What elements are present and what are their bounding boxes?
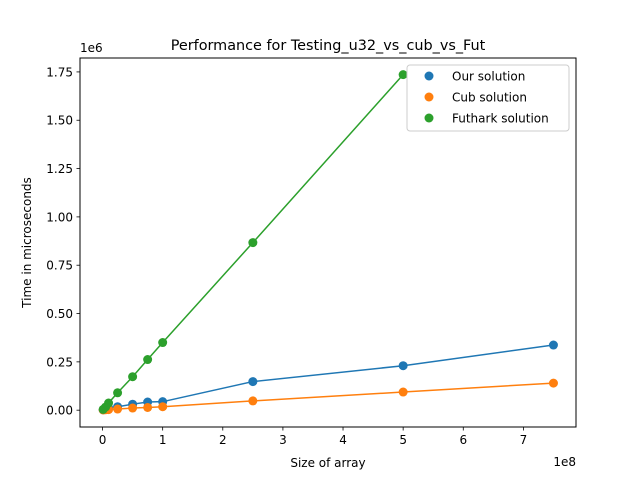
data-point-2-8 — [398, 70, 408, 80]
y-tick-label-6: 1.50 — [46, 114, 73, 128]
legend-label-1: Cub solution — [452, 91, 527, 105]
x-tick-label-2: 2 — [219, 433, 227, 447]
data-point-1-6 — [158, 402, 168, 412]
x-tick-label-4: 4 — [339, 433, 347, 447]
data-point-2-3 — [113, 388, 123, 398]
x-tick-label-3: 3 — [279, 433, 287, 447]
x-tick-label-5: 5 — [399, 433, 407, 447]
y-tick-label-0: 0.00 — [46, 404, 73, 418]
y-tick-label-4: 1.00 — [46, 210, 73, 224]
legend-label-0: Our solution — [452, 70, 525, 84]
x-tick-label-6: 6 — [459, 433, 467, 447]
y-axis-multiplier: 1e6 — [80, 41, 103, 55]
data-point-1-3 — [113, 404, 123, 414]
data-point-2-6 — [158, 338, 168, 348]
data-point-2-4 — [128, 372, 138, 382]
y-tick-label-2: 0.50 — [46, 307, 73, 321]
data-point-1-8 — [398, 387, 408, 397]
legend: Our solution Cub solution Futhark solution — [406, 64, 570, 132]
y-tick-label-7: 1.75 — [46, 65, 73, 79]
data-point-1-9 — [548, 378, 558, 388]
data-point-0-7 — [248, 377, 258, 387]
data-point-0-8 — [398, 361, 408, 371]
y-axis-label: Time in microseconds — [20, 177, 34, 309]
x-tick-label-1: 1 — [159, 433, 167, 447]
legend-box — [406, 64, 570, 132]
data-point-2-7 — [248, 238, 258, 248]
data-point-2-2 — [104, 398, 114, 408]
x-tick-label-0: 0 — [99, 433, 107, 447]
legend-label-2: Futhark solution — [452, 112, 549, 126]
plot-frame — [79, 57, 577, 428]
data-point-1-4 — [128, 403, 138, 413]
x-axis: 0 1 2 3 4 5 6 7 — [99, 427, 527, 447]
y-tick-label-3: 0.75 — [46, 259, 73, 273]
y-axis: 0.00 0.25 0.50 0.75 1.00 1.25 1.50 1.75 — [46, 65, 80, 418]
legend-marker-2 — [424, 113, 434, 123]
y-tick-label-5: 1.25 — [46, 162, 73, 176]
data-point-1-5 — [143, 402, 153, 412]
x-tick-label-7: 7 — [520, 433, 528, 447]
x-axis-label: Size of array — [290, 456, 365, 470]
legend-marker-0 — [424, 71, 434, 81]
data-point-2-5 — [143, 355, 153, 365]
y-tick-label-1: 0.25 — [46, 355, 73, 369]
x-axis-multiplier: 1e8 — [553, 455, 576, 469]
data-point-1-7 — [248, 396, 258, 406]
data-point-0-9 — [548, 340, 558, 350]
legend-marker-1 — [424, 92, 434, 102]
chart-title: Performance for Testing_u32_vs_cub_vs_Fu… — [171, 38, 486, 54]
